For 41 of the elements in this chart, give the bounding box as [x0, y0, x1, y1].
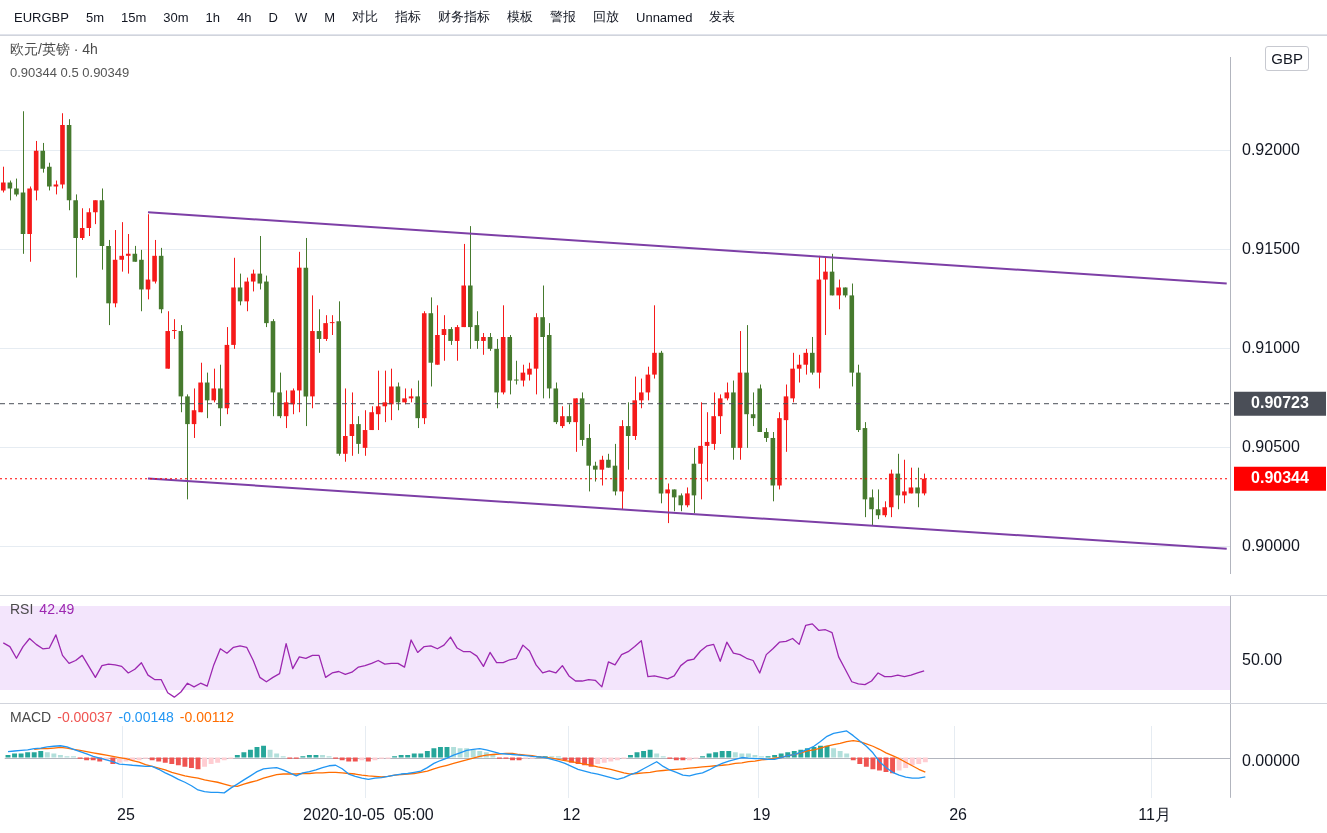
y-tick-label: 0.91000	[1242, 339, 1300, 357]
x-tick-label: 26	[949, 805, 968, 823]
text: 财务指标	[438, 8, 491, 26]
text: 15m	[120, 9, 147, 25]
text: -0.00112	[179, 709, 235, 725]
text: 4h	[237, 9, 252, 25]
text: 5m	[85, 9, 104, 25]
text: M	[324, 9, 336, 25]
text: -0.00037	[57, 709, 113, 725]
y-tick-label: 0.92000	[1242, 141, 1300, 159]
text: Unnamed	[636, 9, 693, 25]
y-axis-title: GBP	[1265, 46, 1309, 71]
y-tick-label: 0.91500	[1242, 240, 1300, 258]
text: 30m	[163, 9, 189, 25]
chart-title: 欧元/英镑 · 4h	[10, 41, 98, 57]
text: 42.49	[39, 601, 75, 617]
text: 发表	[709, 8, 736, 26]
chart-title: MACD	[10, 709, 52, 725]
x-tick-label: 2020-10-05 05:00	[302, 805, 434, 823]
text: 0.00000	[1242, 752, 1300, 770]
text: W	[294, 9, 308, 25]
x-tick-label: 11月	[1138, 805, 1171, 823]
chart-title: RSI	[10, 601, 34, 617]
ref-line-label: 0.90723	[1251, 394, 1310, 412]
x-tick-label: 25	[117, 805, 135, 823]
text: 回放	[593, 8, 620, 26]
x-tick-label: 19	[752, 805, 771, 823]
text: D	[268, 9, 278, 25]
text: 警报	[550, 8, 577, 26]
text: 1h	[205, 9, 221, 25]
ref-line-label: 0.90344	[1251, 469, 1310, 487]
text: EURGBP	[14, 9, 69, 25]
text: 指标	[395, 8, 422, 26]
y-tick-label: 0.90500	[1242, 438, 1300, 456]
text: 对比	[352, 8, 379, 26]
text: 50.00	[1242, 650, 1283, 668]
text: 0.90344 0.5 0.90349	[10, 65, 130, 80]
x-tick-label: 12	[562, 805, 581, 823]
text: -0.00148	[118, 709, 174, 725]
text: 模板	[507, 8, 534, 26]
y-tick-label: 0.90000	[1242, 537, 1300, 555]
